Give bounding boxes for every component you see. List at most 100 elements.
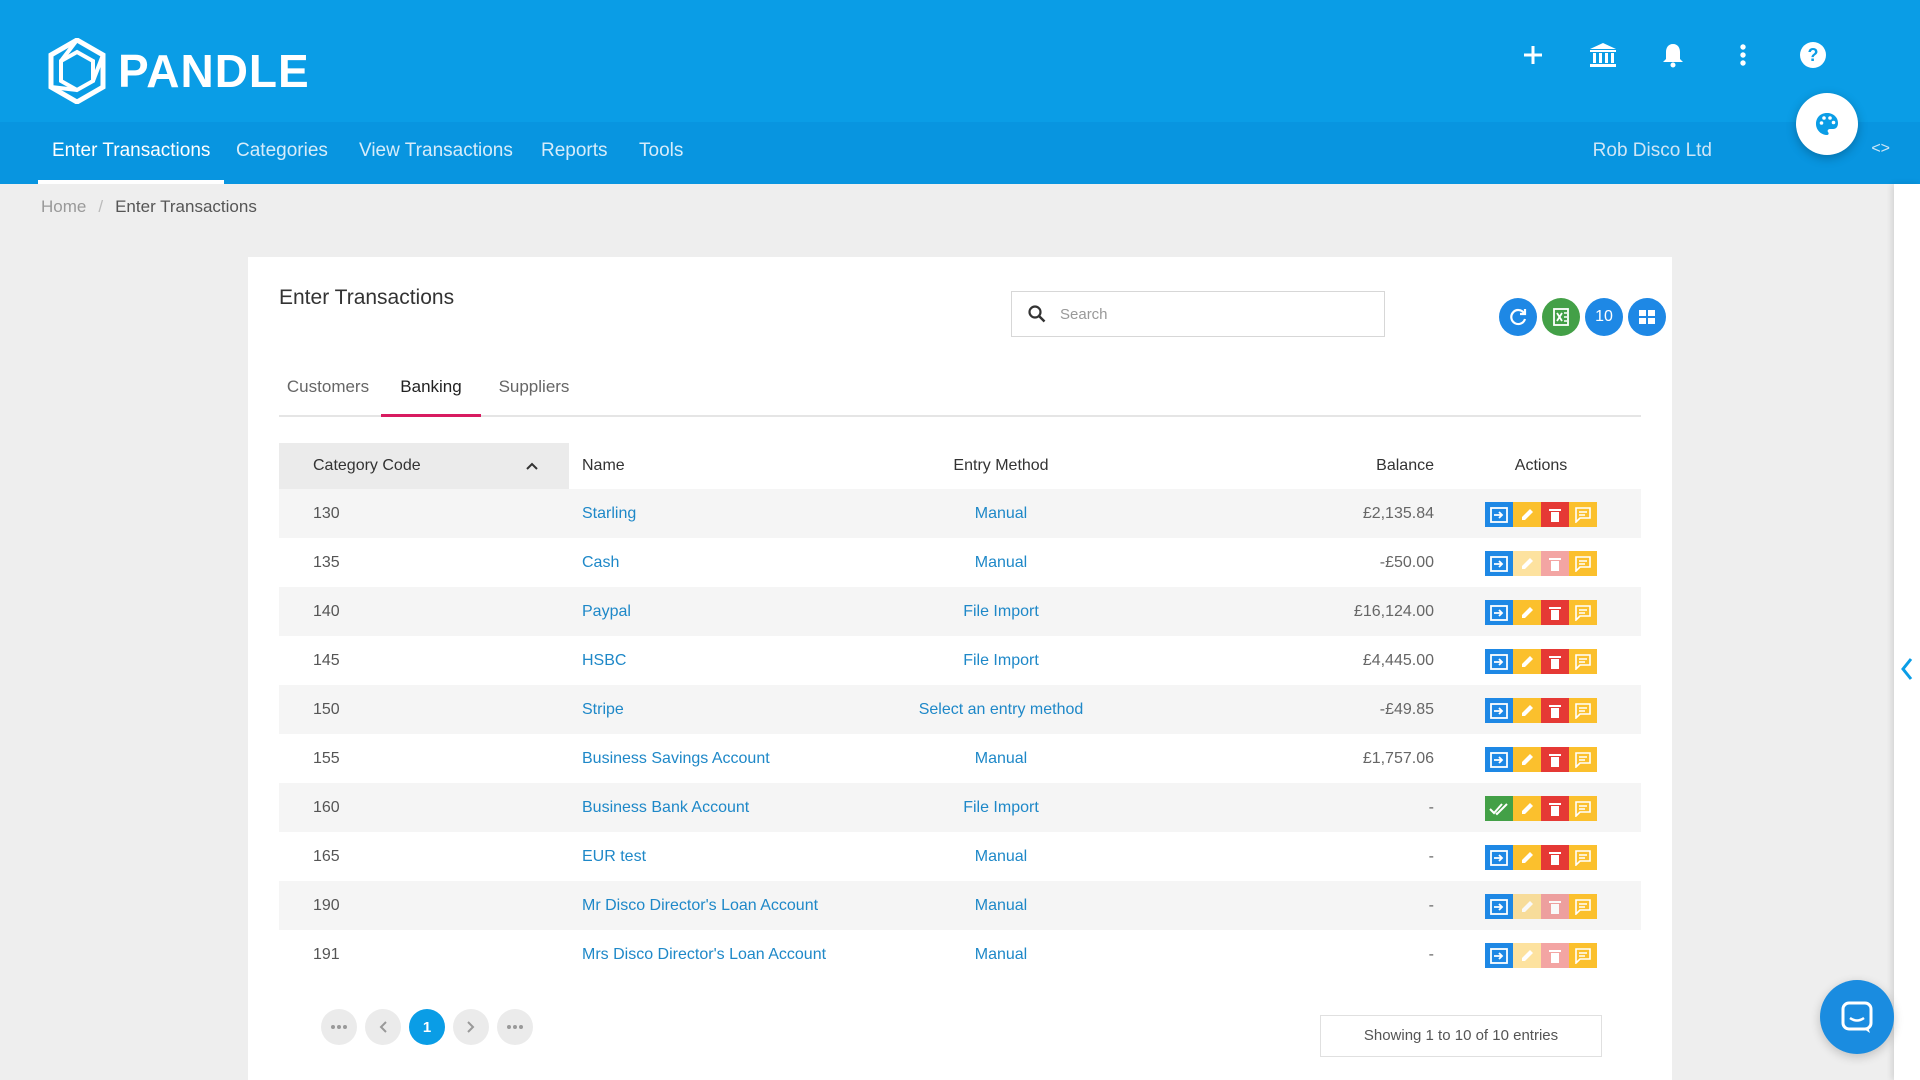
edit-button[interactable] [1513,796,1541,821]
trash-icon [1549,900,1561,914]
notes-button[interactable] [1569,747,1597,772]
delete-button[interactable] [1541,600,1569,625]
delete-button[interactable] [1541,502,1569,527]
entry-method-link[interactable]: File Import [963,652,1039,669]
post-entry-button[interactable] [1485,600,1513,625]
notes-button[interactable] [1569,943,1597,968]
edit-button[interactable] [1513,698,1541,723]
trash-icon [1549,606,1561,620]
category-code: 191 [313,946,340,963]
post-entry-button[interactable] [1485,698,1513,723]
header-category-code[interactable]: Category Code [279,443,569,489]
notes-button[interactable] [1569,894,1597,919]
entry-method-link[interactable]: Manual [974,848,1028,865]
notes-button[interactable] [1569,502,1597,527]
search-box[interactable] [1011,291,1385,337]
entry-method-link[interactable]: Manual [974,505,1028,522]
chevron-left-icon[interactable] [1894,654,1920,684]
edit-button[interactable] [1513,894,1541,919]
account-name-link[interactable]: HSBC [582,652,627,669]
delete-button[interactable] [1541,894,1569,919]
breadcrumb-home[interactable]: Home [41,197,87,216]
delete-button[interactable] [1541,649,1569,674]
column-toggle-button[interactable] [1628,298,1666,336]
entry-method-link[interactable]: Manual [974,946,1028,963]
entry-method-link[interactable]: File Import [963,603,1039,620]
post-entry-button[interactable] [1485,894,1513,919]
notes-button[interactable] [1569,649,1597,674]
entry-method-link[interactable]: Manual [974,750,1028,767]
edit-button[interactable] [1513,649,1541,674]
account-name-link[interactable]: Stripe [582,701,624,718]
entry-method-link[interactable]: File Import [963,799,1039,816]
edit-button[interactable] [1513,600,1541,625]
header-balance[interactable]: Balance [1376,457,1434,474]
account-name-link[interactable]: Starling [582,505,637,522]
delete-button[interactable] [1541,943,1569,968]
post-entry-button[interactable] [1485,943,1513,968]
account-name-link[interactable]: Paypal [582,603,631,620]
edit-button[interactable] [1513,747,1541,772]
search-icon [1028,305,1046,323]
delete-button[interactable] [1541,698,1569,723]
entry-method-link[interactable]: Manual [974,897,1028,914]
tab-suppliers[interactable]: Suppliers [498,377,570,396]
header-name[interactable]: Name [582,457,625,474]
previous-page-button[interactable] [365,1009,401,1045]
theme-palette-button[interactable] [1796,93,1858,155]
bell-icon[interactable] [1658,40,1688,70]
more-vert-icon[interactable] [1728,40,1758,70]
chat-launcher-button[interactable] [1820,980,1894,1054]
notes-button[interactable] [1569,698,1597,723]
tab-customers[interactable]: Customers [286,377,370,396]
search-input[interactable] [1060,305,1360,323]
post-entry-button[interactable] [1485,747,1513,772]
nav-item-categories[interactable]: Categories [236,140,328,161]
edit-button[interactable] [1513,845,1541,870]
entry-method-link[interactable]: Manual [974,554,1028,571]
bank-icon[interactable] [1588,40,1618,70]
nav-item-reports[interactable]: Reports [541,140,608,161]
nav-item-enter-transactions[interactable]: Enter Transactions [38,122,225,184]
page-size-button[interactable]: 10 [1585,298,1623,336]
post-entry-button[interactable] [1485,502,1513,527]
balance-value: - [1428,799,1434,816]
excel-export-button[interactable] [1542,298,1580,336]
account-name-link[interactable]: EUR test [582,848,647,865]
edit-button[interactable] [1513,502,1541,527]
post-entry-button[interactable] [1485,649,1513,674]
page-1-button[interactable]: 1 [409,1009,445,1045]
tab-banking[interactable]: Banking [381,357,481,417]
last-page-button[interactable] [497,1009,533,1045]
delete-button[interactable] [1541,796,1569,821]
post-entry-button[interactable] [1485,551,1513,576]
notes-button[interactable] [1569,600,1597,625]
account-name-link[interactable]: Cash [582,554,620,571]
first-page-button[interactable] [321,1009,357,1045]
account-name-link[interactable]: Mr Disco Director's Loan Account [582,897,819,914]
notes-button[interactable] [1569,551,1597,576]
company-name[interactable]: Rob Disco Ltd [1592,140,1712,161]
account-name-link[interactable]: Business Bank Account [582,799,750,816]
nav-item-tools[interactable]: Tools [639,140,684,161]
notes-button[interactable] [1569,845,1597,870]
header-entry-method[interactable]: Entry Method [953,457,1049,474]
notes-button[interactable] [1569,796,1597,821]
help-icon[interactable]: ? [1798,40,1828,70]
delete-button[interactable] [1541,747,1569,772]
delete-button[interactable] [1541,845,1569,870]
code-toggle-icon[interactable]: <> [1871,140,1890,157]
reconciled-button[interactable] [1485,796,1513,821]
delete-button[interactable] [1541,551,1569,576]
edit-button[interactable] [1513,551,1541,576]
nav-item-view-transactions[interactable]: View Transactions [359,140,513,161]
next-page-button[interactable] [453,1009,489,1045]
entry-method-link[interactable]: Select an entry method [918,701,1084,718]
post-entry-button[interactable] [1485,845,1513,870]
pandle-logo[interactable]: PANDLE [48,38,310,104]
account-name-link[interactable]: Business Savings Account [582,750,770,767]
account-name-link[interactable]: Mrs Disco Director's Loan Account [582,946,827,963]
edit-button[interactable] [1513,943,1541,968]
refresh-button[interactable] [1499,298,1537,336]
plus-icon[interactable] [1518,40,1548,70]
